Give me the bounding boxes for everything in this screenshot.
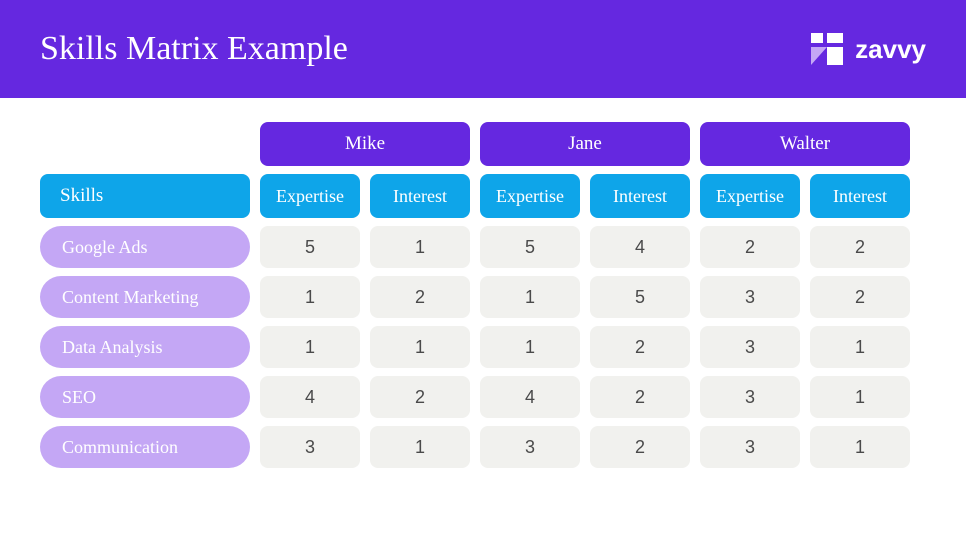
value-cell: 1 xyxy=(810,326,910,368)
value-cell: 3 xyxy=(260,426,360,468)
zavvy-icon xyxy=(809,31,845,67)
value-cell: 2 xyxy=(590,426,690,468)
value-cell: 3 xyxy=(700,276,800,318)
skill-pill: Google Ads xyxy=(40,226,250,268)
value-cell: 5 xyxy=(480,226,580,268)
brand-logo: zavvy xyxy=(809,31,926,67)
value-cell: 2 xyxy=(370,276,470,318)
value-cell: 5 xyxy=(590,276,690,318)
sub-header: Interest xyxy=(810,174,910,218)
value-cell: 1 xyxy=(370,226,470,268)
header: Skills Matrix Example zavvy xyxy=(0,0,966,98)
value-cell: 1 xyxy=(480,326,580,368)
value-cell: 3 xyxy=(700,326,800,368)
sub-header: Expertise xyxy=(700,174,800,218)
value-cell: 1 xyxy=(480,276,580,318)
sub-header: Interest xyxy=(590,174,690,218)
skill-pill: SEO xyxy=(40,376,250,418)
value-cell: 2 xyxy=(370,376,470,418)
value-cell: 2 xyxy=(700,226,800,268)
value-cell: 4 xyxy=(260,376,360,418)
value-cell: 2 xyxy=(590,326,690,368)
value-cell: 3 xyxy=(700,426,800,468)
value-cell: 1 xyxy=(810,376,910,418)
sub-header: Interest xyxy=(370,174,470,218)
value-cell: 1 xyxy=(260,276,360,318)
value-cell: 3 xyxy=(700,376,800,418)
value-cell: 4 xyxy=(480,376,580,418)
spacer xyxy=(40,122,250,166)
skills-column-header: Skills xyxy=(40,174,250,218)
person-header: Mike xyxy=(260,122,470,166)
sub-header: Expertise xyxy=(480,174,580,218)
page-title: Skills Matrix Example xyxy=(40,30,348,68)
skill-pill: Data Analysis xyxy=(40,326,250,368)
value-cell: 1 xyxy=(810,426,910,468)
value-cell: 3 xyxy=(480,426,580,468)
skill-pill: Communication xyxy=(40,426,250,468)
person-header: Jane xyxy=(480,122,690,166)
value-cell: 1 xyxy=(370,326,470,368)
value-cell: 2 xyxy=(810,276,910,318)
skill-pill: Content Marketing xyxy=(40,276,250,318)
value-cell: 1 xyxy=(260,326,360,368)
value-cell: 2 xyxy=(590,376,690,418)
value-cell: 2 xyxy=(810,226,910,268)
brand-name: zavvy xyxy=(855,34,926,65)
person-header: Walter xyxy=(700,122,910,166)
sub-header: Expertise xyxy=(260,174,360,218)
value-cell: 5 xyxy=(260,226,360,268)
content: MikeJaneWalterSkillsExpertiseInterestExp… xyxy=(0,98,966,488)
skills-matrix-grid: MikeJaneWalterSkillsExpertiseInterestExp… xyxy=(40,122,926,468)
value-cell: 4 xyxy=(590,226,690,268)
value-cell: 1 xyxy=(370,426,470,468)
